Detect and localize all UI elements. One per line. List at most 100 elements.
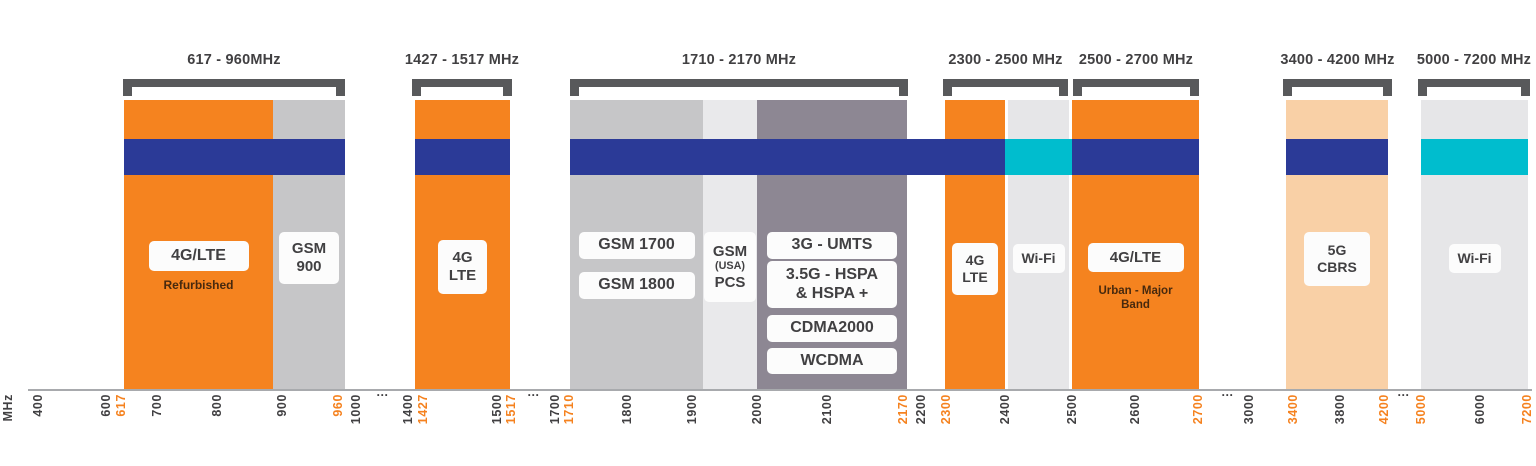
axis-tick-label: 3800 — [1333, 394, 1347, 425]
tech-label-line: & HSPA + — [795, 284, 869, 302]
axis-tick-label: 1517 — [504, 394, 518, 425]
tech-label-line: 3G - UMTS — [791, 236, 873, 254]
axis-ellipsis: … — [376, 385, 390, 399]
caption-line: Urban - Major — [1098, 285, 1173, 297]
tech-label-box: 5G CBRS — [1304, 232, 1370, 286]
tech-label-box: Wi-Fi — [1448, 244, 1501, 273]
tech-label-box: 4G/LTE — [1087, 243, 1184, 272]
axis-tick-label: 5000 — [1414, 394, 1428, 425]
tech-label-line: 5G — [1327, 242, 1347, 259]
axis-tick-label: 2000 — [750, 394, 764, 425]
tech-label-line: GSM 1800 — [598, 276, 675, 294]
tech-label-box: WCDMA — [767, 348, 897, 374]
axis-tick-label: 3400 — [1286, 394, 1300, 425]
axis-ellipsis: … — [527, 385, 541, 399]
tech-label-line: GSM 1700 — [598, 236, 675, 254]
axis-tick-label: 700 — [150, 394, 164, 417]
axis-tick-label: 2500 — [1065, 394, 1079, 425]
tech-label-box: 3G - UMTS — [767, 232, 897, 259]
axis-tick-label: 2700 — [1191, 394, 1205, 425]
range-bracket-label: 1710 - 2170 MHz — [681, 52, 797, 68]
tech-label-line: 4G/LTE — [171, 246, 226, 264]
tech-label-line: GSM — [291, 240, 327, 258]
axis-tick-label: 1900 — [685, 394, 699, 425]
axis-tick-label: 2600 — [1128, 394, 1142, 425]
carrier-band-blue — [1072, 139, 1199, 175]
axis-tick-label: 1700 — [548, 394, 562, 425]
tech-label-box: GSM 1700 — [578, 232, 695, 259]
range-bracket — [943, 79, 1068, 96]
tech-label-box: GSM (USA) PCS — [704, 232, 756, 302]
axis-tick-label: 900 — [275, 394, 289, 417]
tech-label-line: (USA) — [715, 260, 745, 273]
axis-unit-label: MHz — [1, 394, 15, 422]
tech-label-line: WCDMA — [800, 351, 864, 369]
range-bracket — [570, 79, 908, 96]
axis-tick-label: 1427 — [416, 394, 430, 425]
tech-label-line: Wi-Fi — [1457, 250, 1492, 267]
tech-label-line: 3.5G - HSPA — [785, 265, 879, 283]
axis-tick-label: 4200 — [1377, 394, 1391, 425]
tech-label-line: CBRS — [1317, 259, 1357, 275]
range-bracket — [123, 79, 345, 96]
axis-tick-label: 1000 — [349, 394, 363, 425]
carrier-band-cyan — [1005, 139, 1072, 175]
axis-tick-label: 6000 — [1473, 394, 1487, 425]
tech-label-line: LTE — [962, 269, 988, 285]
tech-label-box: Wi-Fi — [1012, 244, 1065, 273]
axis-tick-label: 2200 — [914, 394, 928, 425]
range-bracket-label: 5000 - 7200 MHz — [1416, 52, 1532, 68]
tech-label-line: CDMA2000 — [790, 319, 874, 337]
caption-line: Band — [1121, 299, 1150, 312]
tech-label-line: GSM — [712, 242, 748, 260]
axis-tick-label: 7200 — [1520, 394, 1534, 425]
carrier-band-blue — [415, 139, 510, 175]
axis-ellipsis: … — [1221, 385, 1235, 399]
range-bracket-label: 3400 - 4200 MHz — [1280, 52, 1395, 68]
carrier-band-cyan — [1421, 139, 1528, 175]
axis-tick-label: 400 — [31, 394, 45, 417]
axis-tick-label: 1710 — [562, 394, 576, 425]
caption-line: Refurbished — [163, 278, 234, 292]
tech-label-box: CDMA2000 — [767, 315, 897, 342]
axis-tick-label: 2300 — [939, 394, 953, 425]
range-bracket-label: 2300 - 2500 MHz — [948, 52, 1063, 68]
axis-tick-label: 2100 — [820, 394, 834, 425]
axis-tick-label: 1800 — [620, 394, 634, 425]
axis-tick-label: 960 — [331, 394, 345, 417]
tech-label-box: 3.5G - HSPA & HSPA + — [767, 261, 897, 308]
tech-label-line: 4G/LTE — [1109, 248, 1162, 266]
range-bracket — [1073, 79, 1199, 96]
axis-tick-label: 2170 — [896, 394, 910, 425]
tech-label-box: GSM 900 — [279, 232, 339, 284]
axis-tick-label: 1500 — [490, 394, 504, 425]
carrier-band-blue — [1286, 139, 1388, 175]
4g-lte-refurbished-caption: Refurbished — [124, 278, 273, 293]
4g-lte-urban-caption: Urban - Major Band — [1072, 284, 1199, 313]
range-bracket-label: 617 - 960MHz — [187, 52, 281, 68]
range-bracket — [412, 79, 512, 96]
tech-label-box: GSM 1800 — [578, 272, 695, 299]
axis-tick-label: 2400 — [998, 394, 1012, 425]
carrier-band-blue — [570, 139, 1005, 175]
range-bracket — [1418, 79, 1530, 96]
frequency-axis-line — [28, 389, 1532, 391]
range-bracket-label: 2500 - 2700 MHz — [1078, 52, 1194, 68]
tech-label-line: LTE — [448, 267, 477, 284]
tech-label-box: 4G LTE — [438, 240, 487, 294]
tech-label-line: 900 — [296, 258, 322, 275]
axis-tick-label: 1400 — [401, 394, 415, 425]
tech-label-line: 4G — [965, 252, 985, 269]
tech-label-line: 4G — [452, 249, 473, 267]
tech-label-box: 4G/LTE — [148, 241, 249, 271]
carrier-band-blue — [124, 139, 345, 175]
tech-label-line: PCS — [714, 273, 746, 291]
range-bracket — [1283, 79, 1392, 96]
axis-tick-label: 3000 — [1242, 394, 1256, 425]
axis-tick-label: 617 — [114, 394, 128, 417]
tech-label-line: Wi-Fi — [1021, 250, 1056, 267]
axis-tick-label: 800 — [210, 394, 224, 417]
tech-label-box: 4G LTE — [952, 243, 998, 295]
axis-tick-label: 600 — [99, 394, 113, 417]
